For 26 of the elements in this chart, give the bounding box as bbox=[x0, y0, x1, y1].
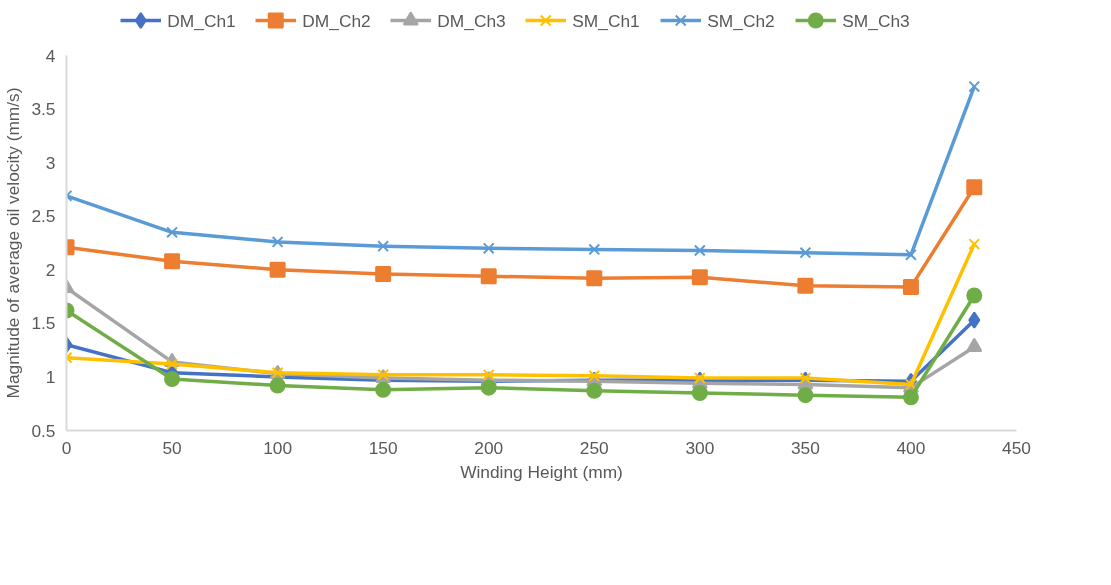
x-tick-label: 150 bbox=[368, 437, 398, 458]
legend-label: DM_Ch1 bbox=[167, 10, 236, 31]
y-tick-label: 0.5 bbox=[31, 420, 56, 441]
x-tick-label: 250 bbox=[579, 437, 609, 458]
x-tick-label: 300 bbox=[685, 437, 715, 458]
y-tick-label: 3.5 bbox=[31, 99, 56, 120]
legend-label: DM_Ch2 bbox=[302, 10, 371, 31]
y-axis-title: Magnitude of average oil velocity (mm/s) bbox=[3, 87, 24, 399]
legend-label: SM_Ch2 bbox=[707, 10, 775, 31]
y-tick-label: 3 bbox=[45, 152, 56, 173]
x-tick-label: 450 bbox=[1002, 437, 1031, 458]
x-axis-title: Winding Height (mm) bbox=[460, 461, 623, 482]
y-tick-label: 4 bbox=[45, 45, 56, 66]
x-tick-label: 350 bbox=[790, 437, 820, 458]
legend-label: SM_Ch3 bbox=[842, 10, 910, 31]
legend-label: SM_Ch1 bbox=[572, 10, 640, 31]
y-tick-label: 1.5 bbox=[31, 313, 56, 334]
y-tick-label: 2.5 bbox=[31, 206, 56, 227]
y-tick-label: 2 bbox=[45, 259, 56, 280]
x-tick-label: 400 bbox=[896, 437, 926, 458]
x-tick-label: 50 bbox=[162, 437, 182, 458]
x-tick-label: 100 bbox=[263, 437, 293, 458]
legend-label: DM_Ch3 bbox=[437, 10, 506, 31]
x-tick-label: 200 bbox=[474, 437, 504, 458]
y-tick-label: 1 bbox=[45, 366, 56, 387]
x-tick-label: 0 bbox=[61, 437, 72, 458]
